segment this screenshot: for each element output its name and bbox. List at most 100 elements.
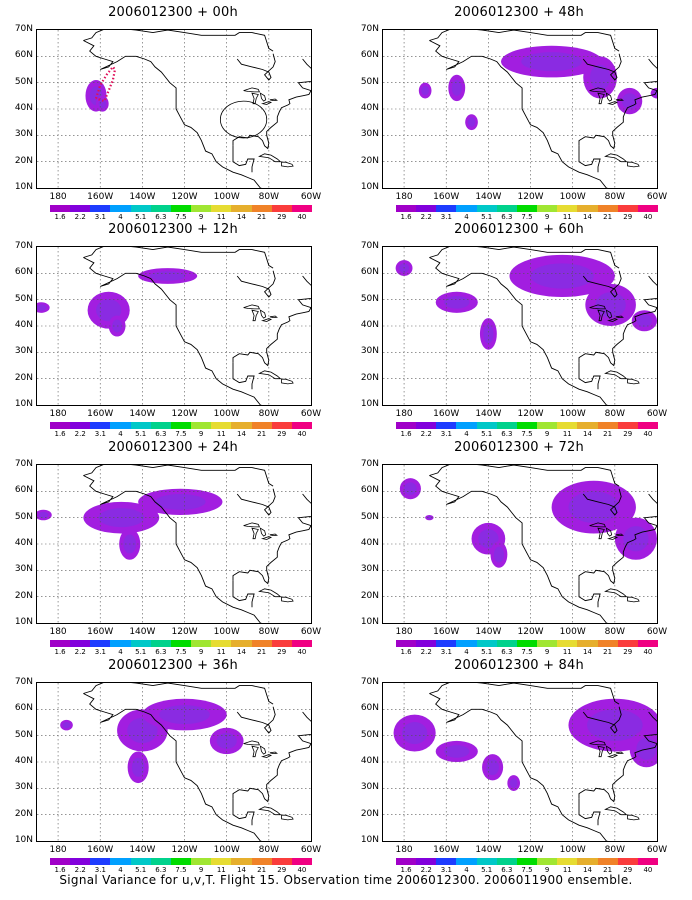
colorbar-label: 11	[562, 648, 572, 656]
colorbar-label: 6.3	[501, 430, 513, 438]
colorbar-label: 40	[643, 430, 653, 438]
panel-title: 2006012300 + 84h	[454, 658, 584, 673]
map-svg	[383, 683, 657, 841]
colorbar-label: 11	[216, 213, 226, 221]
colorbar-swatch	[456, 640, 477, 647]
variance-shading-core	[131, 757, 145, 777]
colorbar	[50, 640, 313, 647]
colorbar-swatch	[516, 205, 538, 212]
colorbar-label: 3.1	[94, 430, 106, 438]
coastline	[232, 580, 255, 608]
lon-label: 160W	[433, 845, 460, 855]
colorbar-label: 6.3	[155, 648, 167, 656]
lon-label: 100W	[559, 192, 586, 202]
colorbar-swatch	[637, 858, 659, 865]
colorbar-label: 11	[562, 430, 572, 438]
coastline	[429, 40, 608, 188]
coastline	[578, 711, 657, 803]
lat-label: 50N	[360, 293, 379, 304]
coastline	[258, 370, 282, 380]
lat-label: 70N	[14, 24, 33, 34]
colorbar-swatch	[496, 422, 517, 429]
colorbar-label: 5.1	[135, 430, 147, 438]
lat-label: 50N	[14, 76, 33, 87]
colorbar-swatch	[557, 422, 578, 429]
colorbar-swatch	[211, 422, 232, 429]
colorbar-swatch	[577, 422, 598, 429]
colorbar-label: 14	[236, 430, 246, 438]
coastline	[232, 711, 311, 803]
panel-title: 2006012300 + 12h	[108, 222, 238, 237]
colorbar-label: 7.5	[521, 866, 533, 874]
map-plot-area	[36, 29, 312, 189]
colorbar-label: 2.2	[74, 648, 86, 656]
variance-shading-core	[421, 85, 429, 96]
coastline	[83, 30, 274, 52]
coastline	[429, 257, 608, 405]
coastline	[83, 247, 274, 269]
colorbar-swatch	[70, 205, 91, 212]
colorbar-swatch	[436, 422, 457, 429]
coastline	[582, 488, 622, 516]
variance-shading-core	[38, 511, 49, 519]
colorbar-label: 9	[544, 648, 550, 656]
coastline	[260, 318, 273, 322]
lon-label: 140W	[475, 627, 502, 637]
colorbar-swatch	[110, 205, 131, 212]
lat-label: 10N	[360, 617, 379, 627]
colorbar-label: 4	[464, 430, 469, 438]
variance-shading-core	[37, 304, 47, 311]
coastline	[269, 751, 278, 755]
coastline	[232, 798, 255, 826]
coastline	[83, 475, 262, 623]
colorbar-swatch	[271, 640, 292, 647]
colorbar-swatch	[150, 422, 171, 429]
colorbar-label: 4	[118, 648, 123, 656]
lat-label: 40N	[14, 756, 33, 766]
coastline	[269, 98, 278, 102]
variance-shading-core	[451, 80, 462, 96]
variance-shading-core	[483, 324, 494, 344]
lon-label: 100W	[559, 845, 586, 855]
colorbar-swatch	[191, 422, 212, 429]
colorbar-label: 1.6	[400, 213, 412, 221]
colorbar-swatch	[476, 858, 497, 865]
lon-label: 100W	[559, 409, 586, 419]
coastline	[429, 693, 608, 841]
colorbar-swatch	[436, 205, 457, 212]
coastline	[589, 522, 607, 528]
colorbar-swatch	[291, 640, 313, 647]
colorbar-swatch	[396, 640, 417, 647]
colorbar-label: 2.2	[74, 213, 86, 221]
lat-label: 20N	[360, 808, 379, 819]
lat-label: 50N	[360, 76, 379, 87]
map-plot-area	[36, 464, 312, 624]
colorbar-label: 21	[603, 213, 613, 221]
colorbar-label: 40	[297, 213, 307, 221]
colorbar-label: 6.3	[155, 213, 167, 221]
colorbar-label: 3.1	[440, 213, 452, 221]
variance-shading-core	[401, 721, 428, 745]
coastline	[243, 87, 261, 93]
coastline	[236, 706, 276, 734]
colorbar-label: 29	[623, 866, 633, 874]
coastline	[258, 806, 282, 816]
coastline	[597, 92, 605, 105]
lat-label: 30N	[360, 129, 379, 140]
lat-label: 50N	[14, 729, 33, 740]
colorbar-label: 29	[623, 430, 633, 438]
colorbar-label: 7.5	[175, 430, 187, 438]
map-svg	[383, 465, 657, 623]
colorbar-swatch	[456, 205, 477, 212]
colorbar-label: 6.3	[501, 648, 513, 656]
colorbar-swatch	[50, 640, 71, 647]
lat-label: 60N	[360, 703, 379, 714]
lon-label: 100W	[213, 192, 240, 202]
coastline	[578, 493, 657, 585]
coastline	[269, 533, 278, 537]
lat-label: 30N	[14, 129, 33, 140]
coastline	[259, 745, 267, 755]
lon-label: 180	[49, 409, 67, 419]
coastline	[605, 527, 613, 537]
coastline	[578, 580, 601, 608]
